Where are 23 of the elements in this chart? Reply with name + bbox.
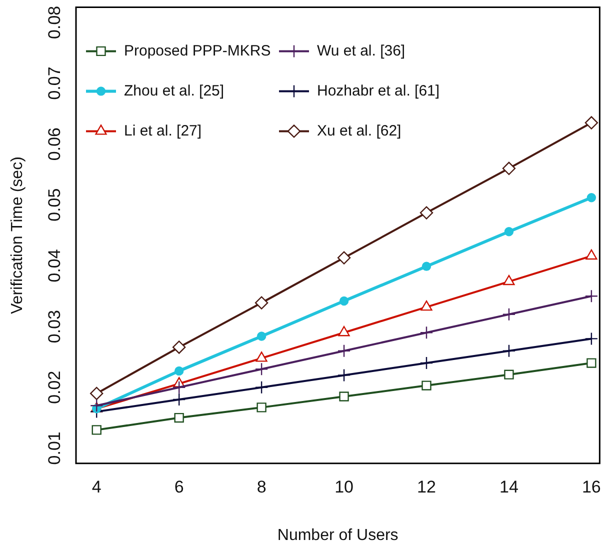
x-tick-label: 8 xyxy=(256,477,266,496)
y-tick-label: 0.01 xyxy=(45,432,64,465)
y-tick-label: 0.03 xyxy=(45,310,64,344)
legend-label: Hozhabr et al. [61] xyxy=(317,82,440,100)
y-tick-label: 0.02 xyxy=(45,370,64,404)
legend-label: Li et al. [27] xyxy=(124,122,202,140)
x-tick-label: 12 xyxy=(417,477,436,496)
x-tick-label: 10 xyxy=(334,477,354,496)
x-tick-label: 16 xyxy=(582,477,601,496)
y-tick-label: 0.06 xyxy=(45,128,64,161)
x-tick-label: 4 xyxy=(92,477,102,496)
x-tick-label: 6 xyxy=(174,477,184,496)
y-tick-label: 0.07 xyxy=(45,66,64,100)
legend-label: Wu et al. [36] xyxy=(317,42,406,60)
y-tick-label: 0.04 xyxy=(45,249,64,282)
y-axis-title: Verification Time (sec) xyxy=(9,156,26,314)
x-axis-title: Number of Users xyxy=(277,526,398,544)
y-tick-label: 0.05 xyxy=(45,188,64,222)
x-tick-label: 14 xyxy=(500,477,518,496)
legend-label: Proposed PPP-MKRS xyxy=(124,42,271,60)
legend-label: Xu et al. [62] xyxy=(317,122,402,140)
y-tick-label: 0.08 xyxy=(45,6,64,39)
legend-label: Zhou et al. [25] xyxy=(124,82,224,100)
